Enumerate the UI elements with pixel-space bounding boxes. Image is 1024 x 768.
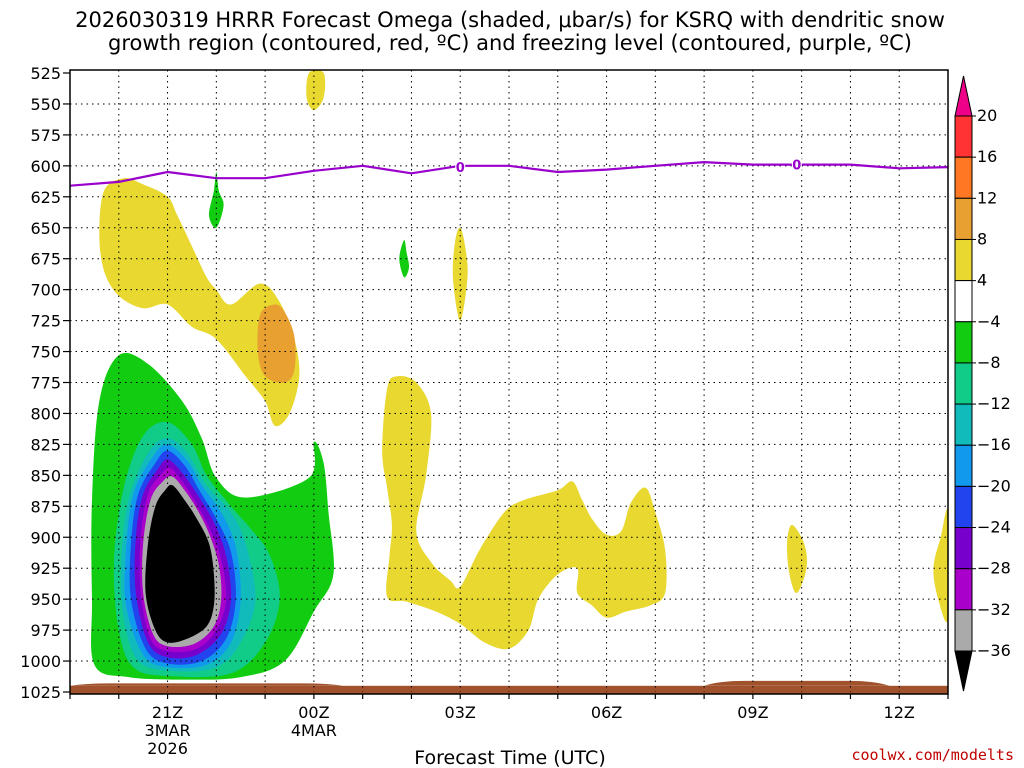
colorbar: 20 16 12 8 4 −4 −8 −12 −16 −20 −24 −28 −32 −36: [954, 75, 1011, 692]
x-tick-label: 06Z: [591, 703, 622, 722]
colorbar-label: 16: [977, 147, 997, 166]
x-axis-label: Forecast Time (UTC): [414, 747, 605, 768]
upward-motion-cell-green-upper: [208, 172, 224, 229]
colorbar-label: 20: [977, 106, 997, 125]
upward-motion-cell-green-mid: [399, 240, 410, 278]
y-tick-label: 725: [30, 312, 61, 331]
colorbar-label: −28: [977, 559, 1011, 578]
x-tick-date: 4MAR: [291, 721, 337, 740]
omega-shaded-layer: [91, 70, 948, 680]
colorbar-swatch: [954, 568, 973, 611]
y-tick-label: 625: [30, 188, 61, 207]
y-tick-label: 650: [30, 219, 61, 238]
colorbar-label: 12: [977, 188, 997, 207]
y-tick-label: 775: [30, 374, 61, 393]
y-tick-label: 975: [30, 621, 61, 640]
colorbar-swatch: [954, 115, 973, 158]
sinking-motion-region-orange: [257, 304, 296, 383]
sinking-motion-region-lower-yellow: [382, 375, 667, 650]
sinking-motion-cell-yellow-edge: [933, 509, 948, 623]
colorbar-label: −36: [977, 641, 1011, 660]
colorbar-bottom-arrow: [954, 650, 973, 692]
y-tick-label: 800: [30, 404, 61, 423]
y-tick-label: 550: [30, 95, 61, 114]
x-tick-year: 2026: [147, 739, 188, 758]
freezing-level-label: 0: [456, 161, 465, 176]
y-tick-label: 700: [30, 281, 61, 300]
colorbar-label: −16: [977, 435, 1011, 454]
colorbar-label: 4: [977, 271, 987, 290]
colorbar-label: −24: [977, 518, 1011, 537]
y-tick-label: 750: [30, 343, 61, 362]
colorbar-label: −4: [977, 312, 1001, 331]
y-tick-label: 1000: [20, 652, 61, 671]
y-tick-label: 925: [30, 559, 61, 578]
freezing-level-label-bg: [455, 160, 466, 175]
chart-title-line-2: growth region (contoured, red, ºC) and f…: [108, 31, 912, 55]
colorbar-swatch: [954, 156, 973, 199]
surface-bump-0: [70, 683, 344, 686]
surface-bump-1: [704, 680, 890, 686]
y-tick-label: 825: [30, 435, 61, 454]
colorbar-label: −8: [977, 353, 1001, 372]
chart-title-line-1: 2026030319 HRRR Forecast Omega (shaded, …: [75, 8, 945, 32]
x-tick-label: 21Z: [152, 703, 183, 722]
colorbar-swatch: [954, 609, 973, 652]
colorbar-label: −12: [977, 394, 1011, 413]
y-tick-label: 875: [30, 497, 61, 516]
x-tick-label: 00Z: [298, 703, 329, 722]
colorbar-swatch: [954, 527, 973, 570]
y-tick-label: 850: [30, 466, 61, 485]
sinking-motion-region-upper-yellow: [99, 178, 300, 427]
colorbar-swatch: [954, 280, 973, 323]
upward-motion-core-black: [145, 484, 215, 643]
sinking-motion-region-yellow-top: [306, 70, 326, 111]
freezing-level-label-bg: [791, 157, 802, 172]
x-tick-date: 3MAR: [145, 721, 191, 740]
colorbar-swatch: [954, 444, 973, 487]
x-tick-label: 12Z: [884, 703, 915, 722]
credit-text: coolwx.com/modelts: [851, 746, 1014, 764]
y-axis: 525 550 575 600 625 650 675 700 725 750 775 800 825 8…: [20, 64, 70, 702]
colorbar-swatch: [954, 403, 973, 446]
x-tick-label: 03Z: [445, 703, 476, 722]
x-tick-label: 09Z: [737, 703, 768, 722]
colorbar-swatch: [954, 362, 973, 405]
colorbar-swatch: [954, 321, 973, 364]
colorbar-swatch: [954, 197, 973, 240]
y-tick-label: 950: [30, 590, 61, 609]
colorbar-swatch: [954, 238, 973, 282]
y-tick-label: 900: [30, 528, 61, 547]
freezing-level-label: 0: [792, 159, 801, 174]
colorbar-label: −32: [977, 600, 1011, 619]
y-tick-label: 575: [30, 126, 61, 145]
y-tick-label: 525: [30, 64, 61, 83]
surface-terrain: [70, 680, 948, 694]
colorbar-label: 8: [977, 229, 987, 248]
y-tick-label: 675: [30, 250, 61, 269]
y-tick-label: 600: [30, 157, 61, 176]
colorbar-label: −20: [977, 476, 1011, 495]
surface-strip: [70, 685, 948, 694]
colorbar-swatch: [954, 485, 973, 529]
y-tick-label: 1025: [20, 683, 61, 702]
